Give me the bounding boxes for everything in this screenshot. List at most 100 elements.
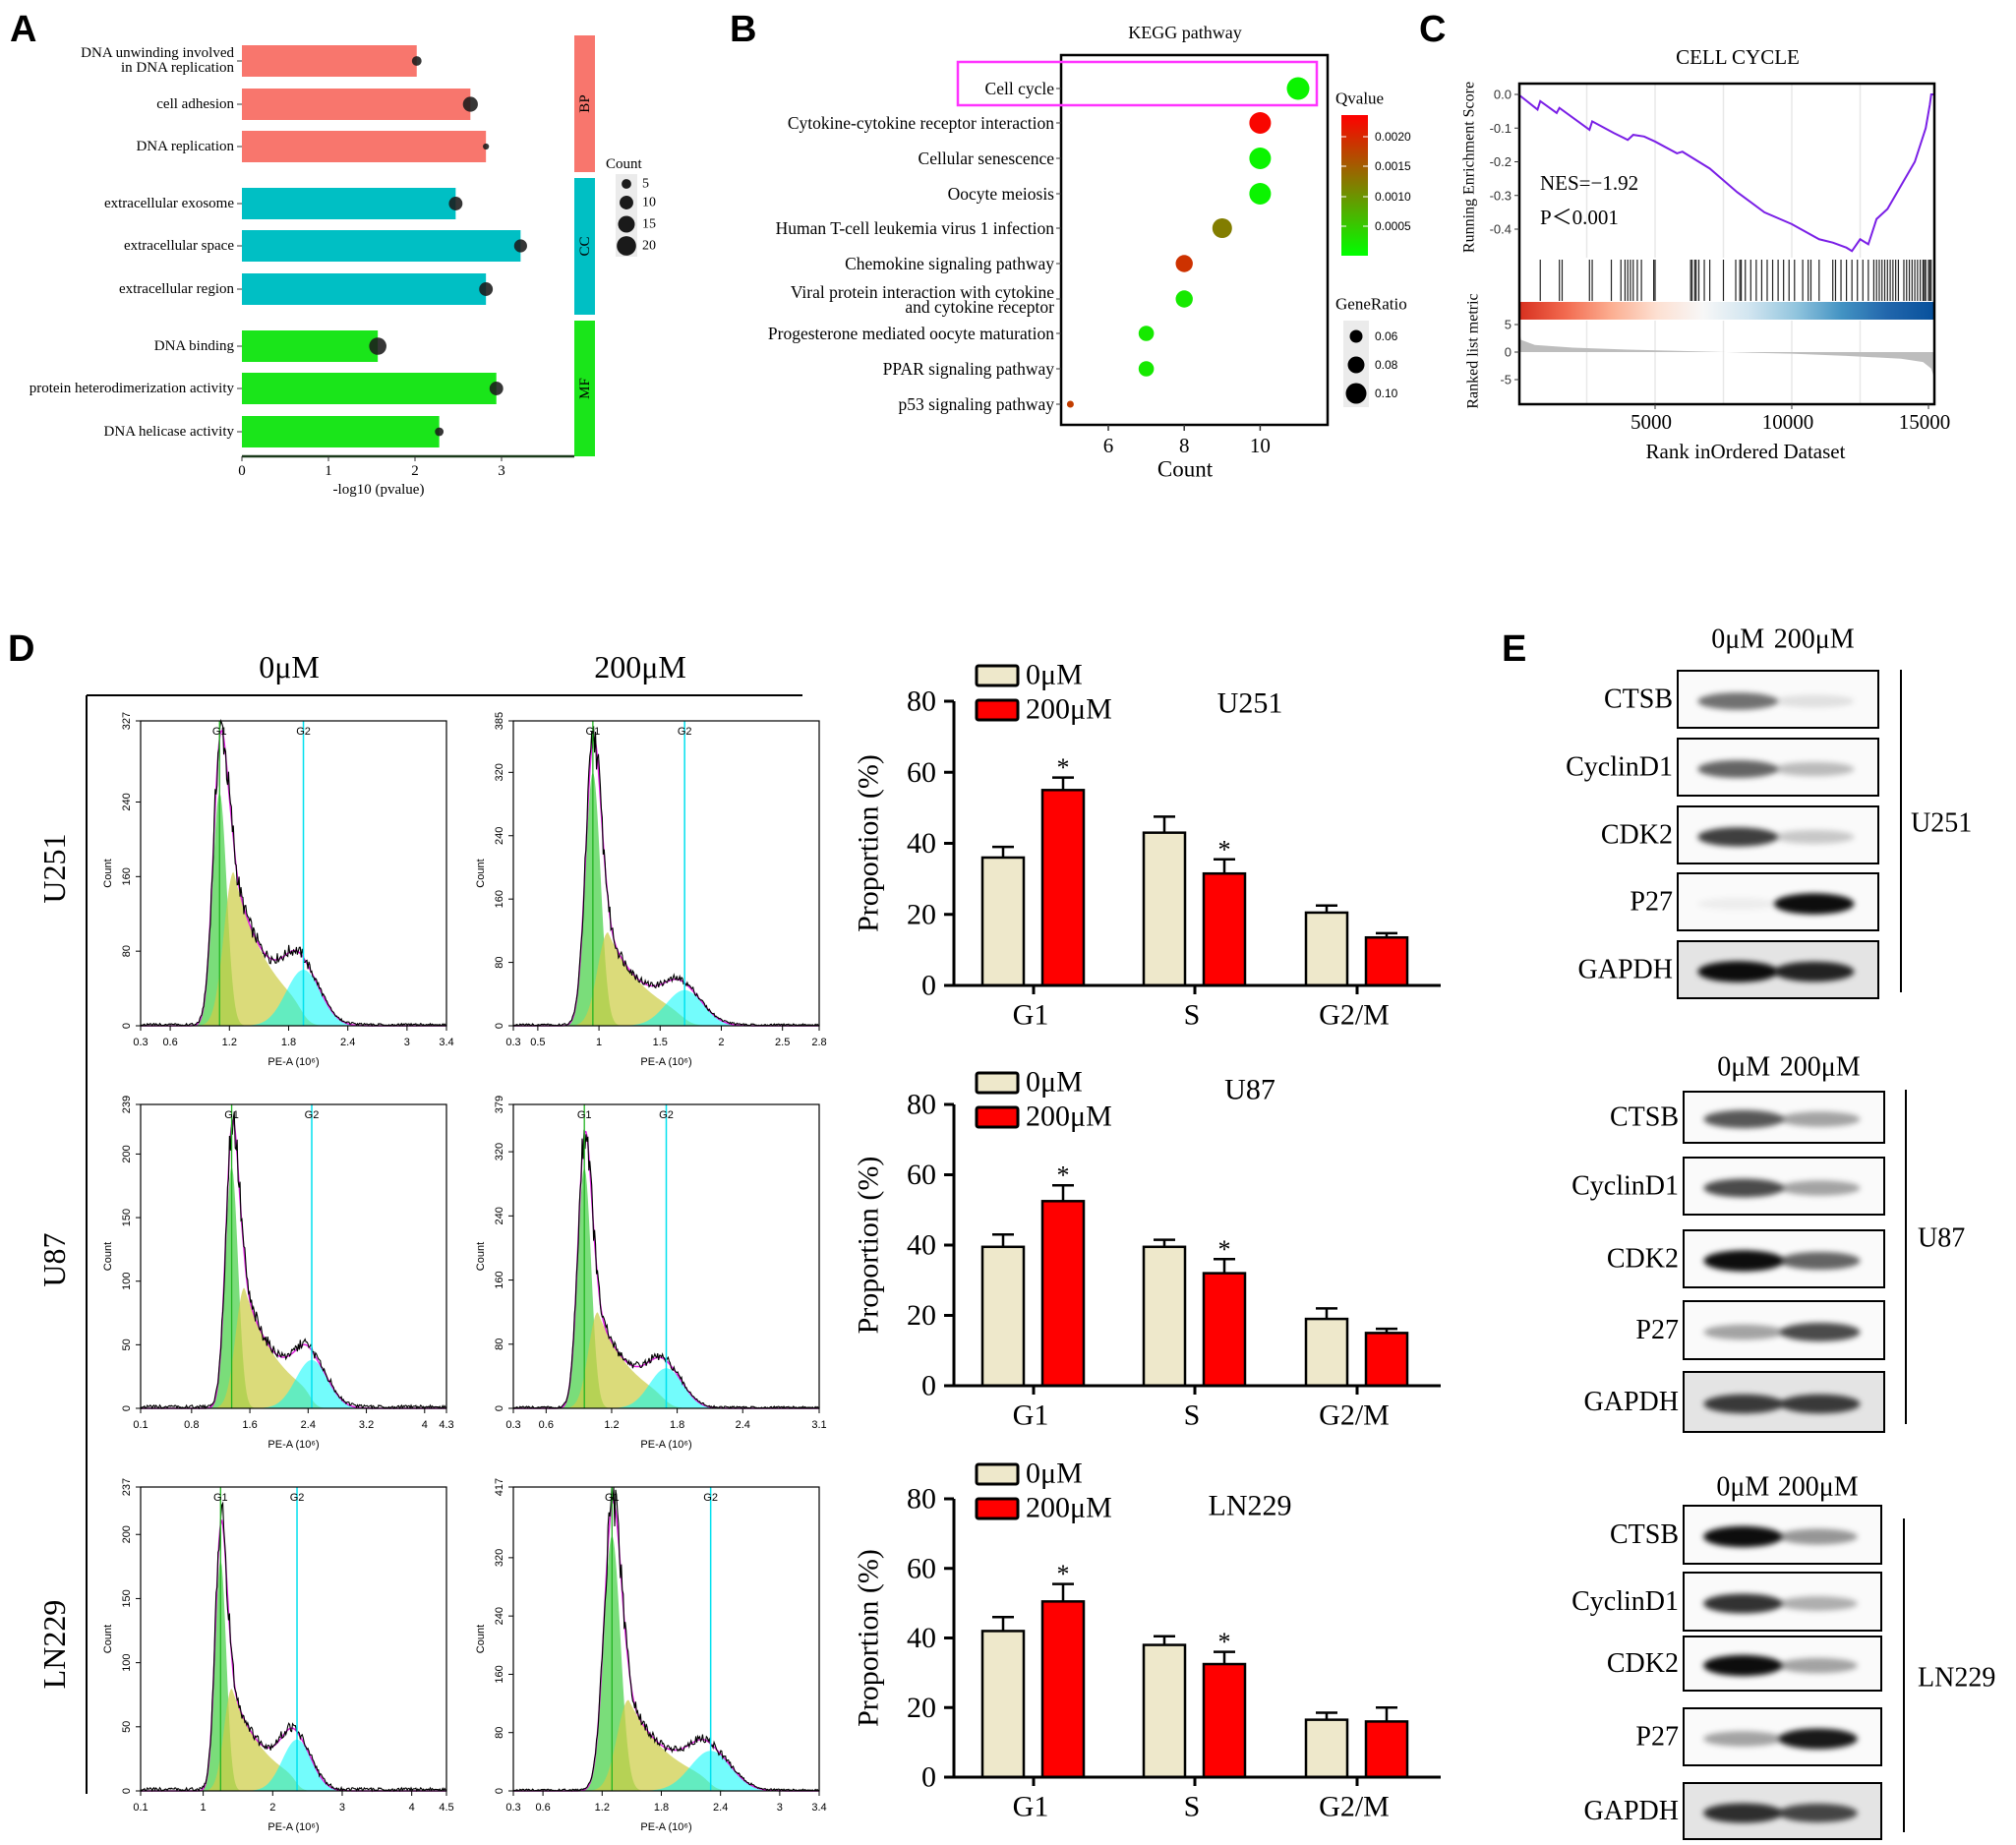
lane-header: 0μM	[1716, 1472, 1769, 1503]
protein-band	[1703, 1654, 1783, 1677]
ranked-metric-area	[1518, 327, 1934, 378]
legend-label: 0.0020	[1375, 130, 1411, 144]
blot-row-ctsb: CTSB	[1610, 1091, 1885, 1144]
protein-band	[1697, 897, 1778, 911]
protein-band	[1773, 961, 1855, 982]
x-tick-label: S	[1184, 1399, 1201, 1432]
x-tick-label: 2	[269, 1802, 275, 1814]
x-tick-label: 0	[238, 463, 246, 479]
y-tick-label: 50	[121, 1339, 133, 1350]
legend-label: 0μM	[1026, 1458, 1083, 1490]
x-tick-label: 0.3	[505, 1802, 520, 1814]
pathway-label: and cytokine receptor	[905, 297, 1054, 317]
legend-swatch	[975, 1462, 1020, 1486]
protein-band	[1703, 1178, 1784, 1198]
protein-band	[1778, 1804, 1858, 1822]
x-tick-label: 2.8	[811, 1037, 826, 1048]
term-label: protein heterodimerization activity	[30, 381, 235, 396]
plot-frame	[1517, 82, 1936, 406]
legend-size-dot	[1347, 356, 1365, 374]
g1-gate-label: G1	[577, 1109, 592, 1121]
rank-color-strip	[1519, 302, 1933, 320]
g2-gate-label: G2	[290, 1492, 305, 1504]
count-dot	[479, 282, 494, 296]
plot-frame	[512, 1486, 820, 1792]
protein-band	[1703, 1525, 1783, 1548]
blot-u87: 0μM 200μM CTSB CyclinD1 CDK2 P27 GAPDH U87	[1571, 1052, 1965, 1433]
x-tick-label: 10	[1250, 434, 1271, 457]
blot-row-p27: P27	[1635, 1707, 1882, 1766]
x-axis-label: PE-A (10⁶)	[640, 1821, 691, 1833]
g1-component	[513, 772, 819, 1026]
x-axis-label: PE-A (10⁶)	[640, 1439, 691, 1451]
pathway-dot	[1249, 112, 1272, 134]
y-tick-label: 0	[494, 1405, 505, 1411]
x-axis-label: PE-A (10⁶)	[267, 1821, 319, 1833]
y-axis-label: Count	[102, 1242, 114, 1271]
term-label: extracellular space	[124, 238, 234, 254]
y-tick-label: -5	[1500, 373, 1512, 387]
legend-title: Qvalue	[1335, 89, 1384, 108]
x-tick-label: 2.4	[301, 1419, 316, 1431]
y-axis-label: Proportion (%)	[853, 1157, 885, 1335]
blot-frame	[1677, 805, 1879, 864]
x-tick-label: 4	[422, 1419, 428, 1431]
panel-label-e: E	[1502, 628, 1526, 670]
pathway-label: Cell cycle	[985, 79, 1055, 98]
legend-title: Count	[606, 156, 643, 172]
cell-line-label: U251	[1911, 808, 1972, 839]
pathway-label: p53 signaling pathway	[899, 394, 1055, 414]
y-tick-label: 20	[907, 1299, 936, 1332]
column-header: 200μM	[594, 649, 686, 684]
row-label: U251	[36, 833, 72, 903]
lane-header: 200μM	[1774, 625, 1855, 655]
blot-frame	[1683, 1707, 1882, 1766]
bar	[980, 1630, 1026, 1779]
pathway-label: PPAR signaling pathway	[883, 359, 1055, 379]
x-tick-label: 1.8	[670, 1419, 684, 1431]
y-tick-label: 240	[494, 1607, 505, 1625]
p-value-annotation: P＜0.001	[1540, 206, 1619, 229]
x-tick-label: 0.3	[133, 1037, 148, 1048]
protein-label: CTSB	[1610, 1519, 1679, 1550]
pathway-label: Human T-cell leukemia virus 1 infection	[776, 218, 1055, 238]
count-dot	[489, 382, 504, 395]
count-dot	[483, 143, 490, 150]
significance-marker: *	[1218, 1628, 1231, 1656]
legend-label: 0μM	[1026, 1066, 1083, 1099]
lane-header: 0μM	[1717, 1052, 1770, 1083]
x-tick-label: 1.2	[222, 1037, 237, 1048]
y-tick-label: 20	[907, 898, 936, 930]
bar	[1364, 1332, 1409, 1388]
plot-frame	[140, 720, 447, 1027]
protein-band	[1703, 1250, 1784, 1272]
g2-component	[141, 1739, 446, 1791]
protein-band	[1773, 893, 1855, 915]
blot-frame	[1677, 940, 1879, 999]
y-tick-label: 327	[121, 712, 133, 730]
facet-strip-cc	[574, 178, 595, 315]
nes-annotation: NES=−1.92	[1540, 171, 1638, 195]
protein-band	[1703, 1593, 1783, 1614]
cell-line-label: U87	[1918, 1223, 1965, 1254]
protein-label: CDK2	[1601, 820, 1673, 851]
y-axis-label: Count	[102, 1625, 114, 1653]
protein-band	[1703, 1109, 1784, 1129]
y-tick-label: 237	[121, 1478, 133, 1496]
x-axis-label: PE-A (10⁶)	[267, 1056, 319, 1068]
protein-band	[1778, 1596, 1858, 1611]
y-tick-label: 0	[121, 1023, 133, 1029]
lane-header: 0μM	[1711, 625, 1764, 655]
count-dot	[448, 197, 463, 210]
y-tick-label: 40	[907, 827, 936, 860]
facet-strip-mf	[574, 321, 595, 456]
pathway-dot	[1066, 400, 1074, 408]
protein-band	[1778, 1728, 1858, 1750]
protein-band	[1773, 761, 1855, 777]
legend-size-dot	[1345, 383, 1367, 404]
legend-label: 0.0015	[1375, 159, 1411, 173]
legend-swatch	[975, 664, 1020, 687]
blot-frame	[1677, 670, 1879, 729]
raw-histogram-line	[512, 1486, 820, 1792]
